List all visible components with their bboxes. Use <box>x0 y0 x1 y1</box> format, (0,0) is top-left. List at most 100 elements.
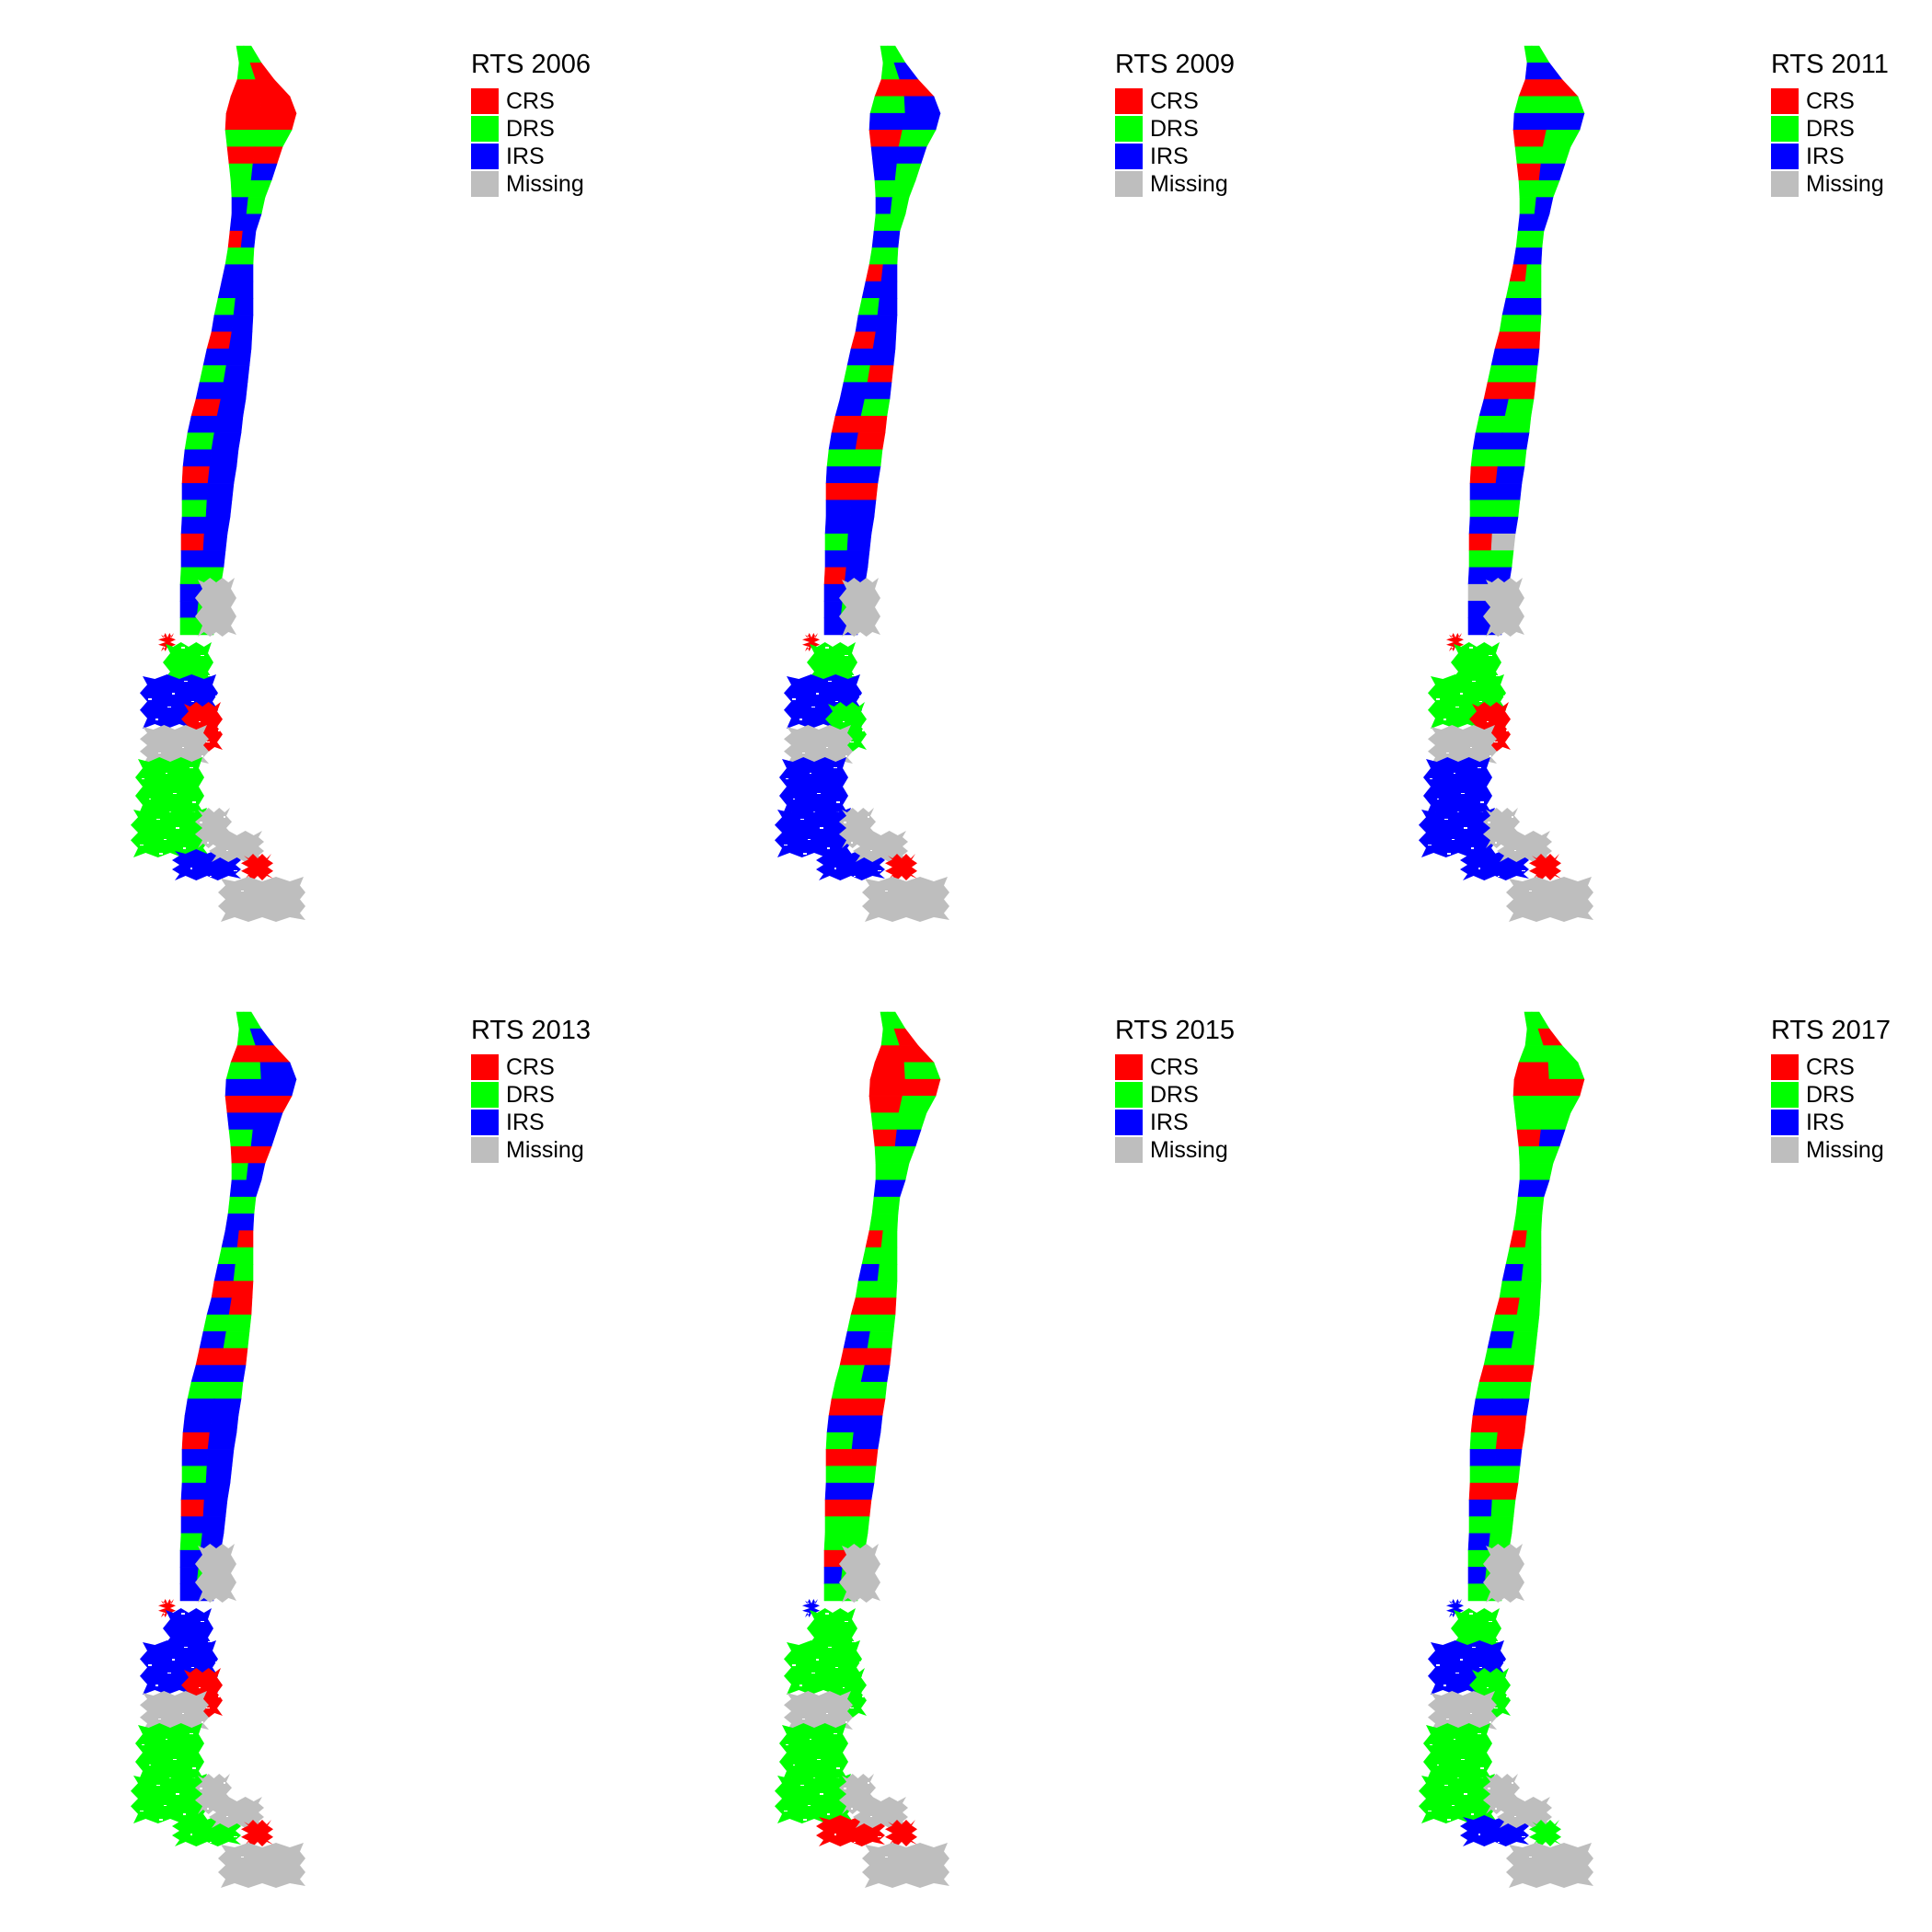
fjord-gap <box>208 675 211 676</box>
region <box>218 1843 305 1888</box>
fjord-gap <box>826 1713 828 1714</box>
fjord-gap <box>1496 1641 1499 1642</box>
region <box>825 1432 855 1450</box>
fjord-gap <box>244 658 247 660</box>
legend-label: CRS <box>506 87 555 114</box>
region <box>1467 617 1486 636</box>
region <box>1494 1297 1521 1316</box>
region <box>865 1230 884 1248</box>
legend-label: Missing <box>506 1136 584 1163</box>
legend-label: DRS <box>1806 1081 1855 1108</box>
fjord-gap <box>870 1816 872 1817</box>
region <box>1534 197 1554 215</box>
region <box>195 1348 224 1366</box>
fjord-gap <box>1506 730 1508 731</box>
fjord-gap <box>801 1618 803 1620</box>
region <box>250 1129 278 1147</box>
legend-entry: Missing <box>471 170 591 198</box>
region <box>259 1062 297 1080</box>
region <box>875 1163 893 1181</box>
region <box>258 1078 297 1097</box>
region <box>241 854 273 880</box>
fjord-gap <box>834 767 837 768</box>
region <box>890 1163 910 1181</box>
region <box>1494 1449 1523 1467</box>
region <box>224 1078 262 1097</box>
fjord-gap <box>167 1839 169 1841</box>
region <box>1538 163 1566 181</box>
fjord-gap <box>819 1693 822 1694</box>
region <box>802 1599 820 1617</box>
fjord-gap <box>184 681 188 682</box>
region <box>1504 398 1535 417</box>
region <box>140 1691 209 1731</box>
legend-label: DRS <box>1150 1081 1199 1108</box>
region <box>1513 348 1540 366</box>
region <box>1535 179 1560 198</box>
fjord-gap <box>1453 673 1456 674</box>
legend-entry: Missing <box>471 1136 591 1164</box>
region <box>839 1348 868 1366</box>
legend-label: IRS <box>1150 1109 1189 1135</box>
fjord-gap <box>861 1862 865 1863</box>
region <box>187 1381 218 1399</box>
fjord-gap <box>1489 655 1492 656</box>
fjord-gap <box>851 842 853 844</box>
fjord-gap <box>845 1621 848 1622</box>
fjord-gap <box>1523 704 1524 706</box>
region <box>1508 382 1536 400</box>
fjord-gap <box>201 755 203 757</box>
fjord-gap <box>786 778 788 779</box>
region <box>862 877 949 922</box>
fjord-gap <box>820 1793 823 1795</box>
region <box>1483 1348 1512 1366</box>
region <box>1469 1449 1497 1467</box>
fjord-gap <box>141 678 143 680</box>
region <box>1513 1062 1550 1080</box>
region <box>1524 264 1542 282</box>
fjord-gap <box>167 873 169 875</box>
region <box>1512 1078 1550 1097</box>
region <box>1423 757 1492 816</box>
region <box>1535 1145 1560 1164</box>
fjord-gap <box>1479 1667 1482 1668</box>
region <box>1483 578 1524 637</box>
fjord-gap <box>181 1613 185 1615</box>
region <box>205 1466 233 1484</box>
region <box>1494 483 1523 501</box>
fjord-gap <box>809 1639 812 1640</box>
region <box>1495 466 1525 484</box>
region <box>211 432 242 451</box>
fjord-gap <box>1427 1710 1430 1712</box>
region <box>825 466 855 484</box>
region <box>884 230 901 248</box>
fjord-gap <box>1461 1759 1465 1760</box>
region <box>1518 179 1540 198</box>
fjord-gap <box>1427 744 1430 746</box>
region <box>1516 1129 1542 1147</box>
fjord-gap <box>232 670 234 671</box>
region <box>254 1096 293 1114</box>
fjord-gap <box>876 1636 878 1637</box>
map-panel: RTS 2015 CRS DRS IRS Missing <box>644 966 1288 1932</box>
legend-entry: CRS <box>471 87 591 115</box>
region <box>1546 112 1585 131</box>
region <box>874 1145 896 1164</box>
region <box>182 449 213 467</box>
region <box>870 1112 900 1131</box>
fjord-gap <box>1524 1770 1526 1771</box>
region <box>231 1281 254 1299</box>
region <box>209 831 264 862</box>
fjord-gap <box>1460 693 1463 695</box>
legend-swatch <box>1771 171 1799 197</box>
fjord-gap <box>782 644 784 645</box>
region <box>868 1078 906 1097</box>
fjord-gap <box>818 1859 820 1861</box>
region <box>877 1263 898 1282</box>
region <box>880 264 898 282</box>
region <box>868 247 886 266</box>
region <box>209 449 239 467</box>
fjord-gap <box>1520 670 1522 671</box>
region <box>851 466 881 484</box>
fjord-gap <box>1455 873 1457 875</box>
